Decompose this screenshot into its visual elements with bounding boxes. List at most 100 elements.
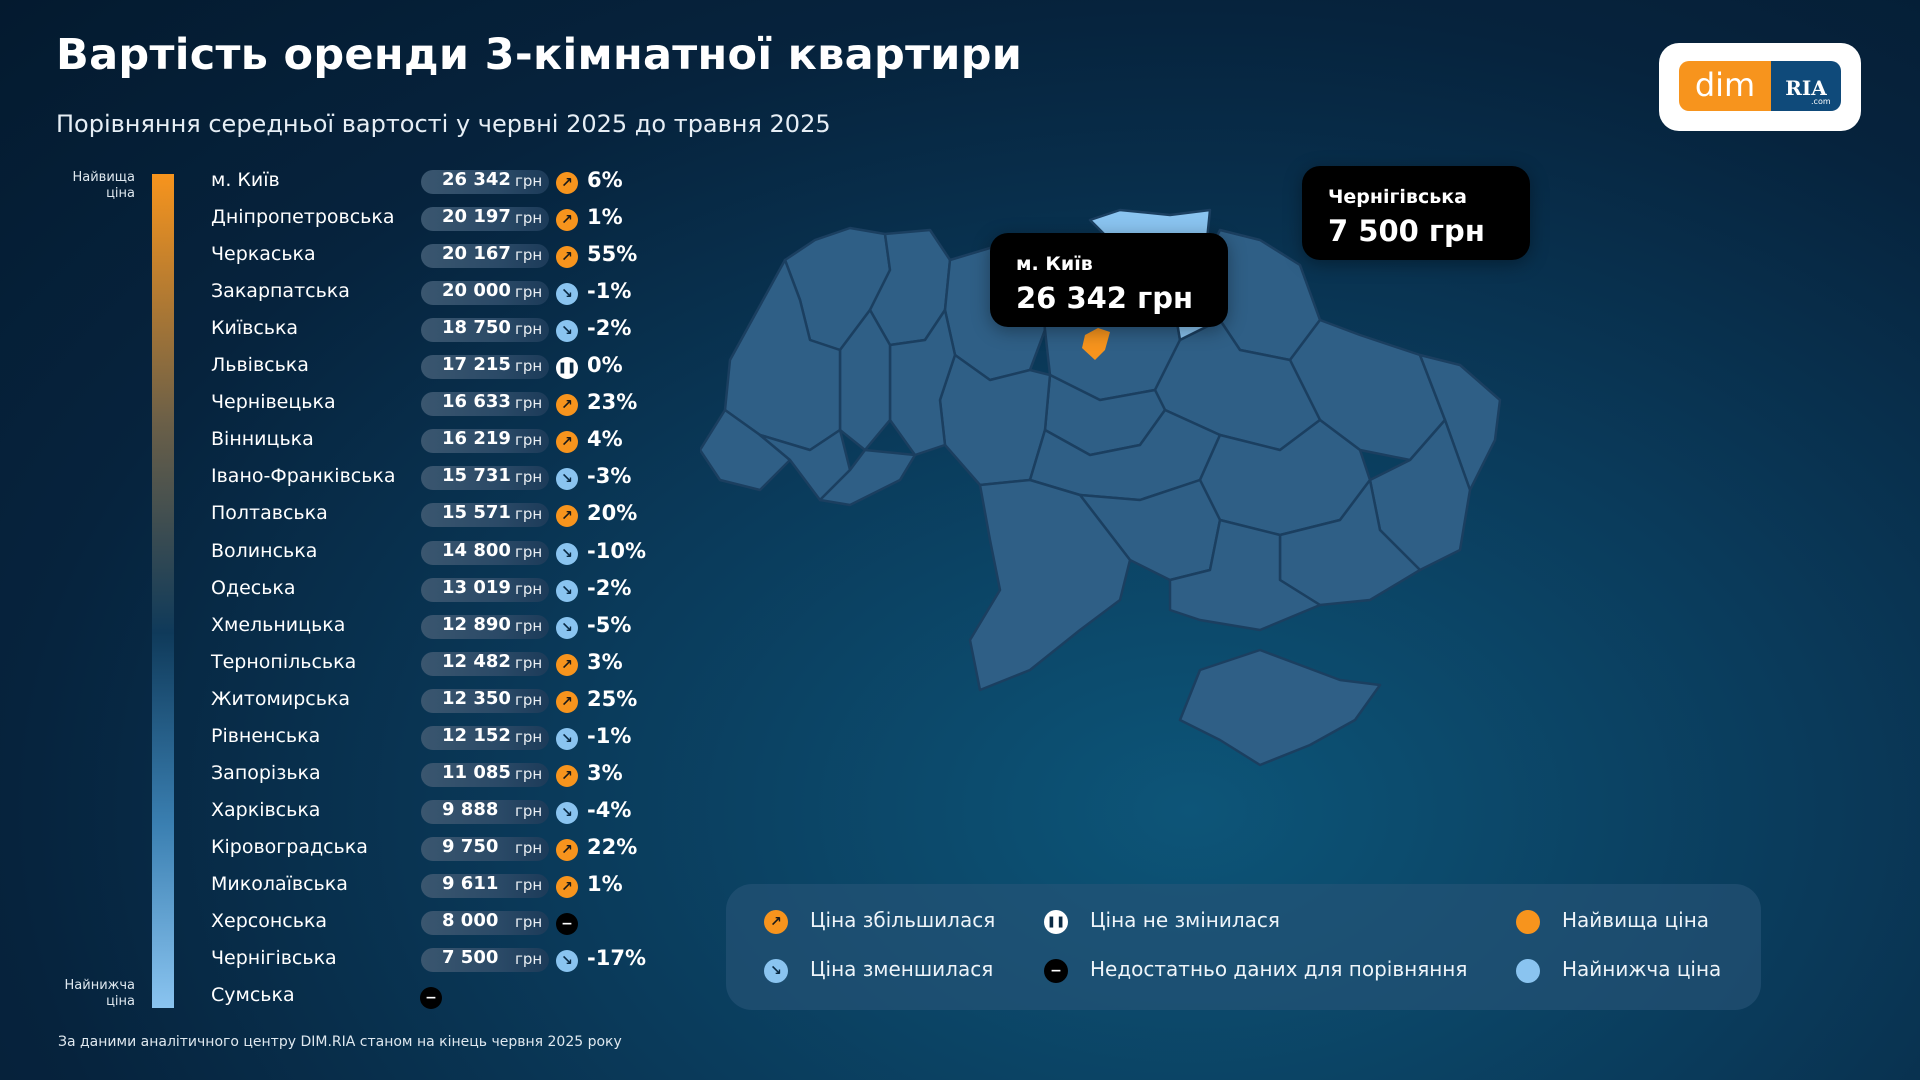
scale-bottom-label-line2: ціна xyxy=(106,994,135,1009)
price-value: 20 000 xyxy=(442,280,511,302)
minus-icon: − xyxy=(1044,959,1068,983)
region-name: Закарпатська xyxy=(211,280,350,303)
price-pill xyxy=(421,651,549,676)
price-pill xyxy=(421,355,549,380)
price-pill xyxy=(421,318,549,343)
currency-label: грн xyxy=(515,357,543,376)
currency-label: грн xyxy=(515,838,543,857)
price-value: 12 890 xyxy=(442,613,511,635)
price-pill xyxy=(421,170,549,194)
currency-label: грн xyxy=(515,764,543,783)
currency-label: грн xyxy=(515,727,543,746)
legend-decrease-label: Ціна зменшилася xyxy=(810,957,994,981)
region-name: Миколаївська xyxy=(211,872,348,895)
change-percent: 23% xyxy=(587,390,638,415)
currency-label: грн xyxy=(515,690,543,709)
arrow-up-icon: ↗ xyxy=(556,209,578,232)
pause-icon: ❚❚ xyxy=(556,357,578,380)
currency-label: грн xyxy=(515,172,543,190)
footnote: За даними аналітичного центру DIM.RIA ст… xyxy=(58,1034,622,1050)
price-value: 20 197 xyxy=(442,206,511,228)
region-name: Черкаська xyxy=(211,243,316,266)
price-pill xyxy=(421,281,549,306)
arrow-up-icon: ↗ xyxy=(556,653,578,676)
price-value: 20 167 xyxy=(442,243,511,265)
currency-label: грн xyxy=(515,246,543,265)
change-percent: -1% xyxy=(587,279,632,304)
callout-kyiv-value: 26 342 грн xyxy=(1016,281,1194,315)
arrow-up-icon: ↗ xyxy=(556,838,578,861)
change-percent: 1% xyxy=(587,871,623,896)
currency-label: грн xyxy=(515,801,543,820)
region-name: Івано-Франківська xyxy=(211,465,396,488)
region-name: Львівська xyxy=(211,354,309,377)
price-value: 14 800 xyxy=(442,539,511,561)
legend-same-label: Ціна не змінилася xyxy=(1090,908,1280,932)
price-value: 9 888 xyxy=(442,798,499,820)
currency-label: грн xyxy=(515,653,543,672)
arrow-up-icon: ↗ xyxy=(764,910,788,934)
region-name: Житомирська xyxy=(211,687,351,710)
currency-label: грн xyxy=(515,468,543,487)
price-pill xyxy=(421,799,549,824)
price-value: 15 571 xyxy=(442,502,511,524)
callout-chernihiv-value: 7 500 грн xyxy=(1328,214,1485,248)
currency-label: грн xyxy=(515,209,543,228)
currency-label: грн xyxy=(515,505,543,524)
price-pill xyxy=(421,948,549,973)
change-percent: 1% xyxy=(587,205,623,230)
change-percent: 6% xyxy=(587,168,623,192)
map-odesa xyxy=(968,478,1132,692)
arrow-down-icon: ↘ xyxy=(556,801,578,824)
arrow-down-icon: ↘ xyxy=(556,950,578,973)
currency-label: грн xyxy=(515,950,543,969)
legend-lowest-label: Найнижча ціна xyxy=(1562,957,1722,981)
price-value: 12 482 xyxy=(442,650,511,672)
logo-suffix: .com xyxy=(1811,97,1831,106)
currency-label: грн xyxy=(515,431,543,450)
price-value: 8 000 xyxy=(442,910,499,931)
arrow-up-icon: ↗ xyxy=(556,505,578,528)
price-value: 15 731 xyxy=(442,465,511,487)
change-percent: -4% xyxy=(587,797,632,822)
map-crimea xyxy=(1178,648,1382,767)
dim-ria-logo[interactable]: dim RIA .com xyxy=(1659,43,1861,131)
price-pill xyxy=(421,911,549,935)
callout-kyiv-name: м. Київ xyxy=(1016,253,1093,275)
highest-dot-icon xyxy=(1516,910,1540,934)
region-name: Хмельницька xyxy=(211,613,346,636)
region-name: Волинська xyxy=(211,539,318,562)
price-value: 11 085 xyxy=(442,761,511,783)
scale-top-label-line2: ціна xyxy=(106,186,135,201)
price-pill xyxy=(421,873,549,898)
price-pill xyxy=(421,540,549,565)
price-gradient-scale xyxy=(152,174,174,1008)
currency-label: грн xyxy=(515,320,543,339)
map-kyiv-city xyxy=(1082,328,1110,360)
legend-highest-label: Найвища ціна xyxy=(1562,908,1710,932)
region-name: Сумська xyxy=(211,984,295,1007)
region-name: Київська xyxy=(211,317,299,340)
region-name: Харківська xyxy=(211,798,321,821)
change-percent: 4% xyxy=(587,427,623,452)
change-percent: 0% xyxy=(587,353,623,378)
currency-label: грн xyxy=(515,913,543,931)
legend: ↗ Ціна збільшилася ↘ Ціна зменшилася ❚❚ … xyxy=(726,884,1761,1010)
price-pill xyxy=(421,503,549,528)
arrow-up-icon: ↗ xyxy=(556,246,578,269)
price-value: 13 019 xyxy=(442,576,511,598)
currency-label: грн xyxy=(515,579,543,598)
price-value: 17 215 xyxy=(442,354,511,376)
region-name: Запорізька xyxy=(211,761,321,784)
arrow-down-icon: ↘ xyxy=(556,320,578,343)
page-title: Вартість оренди 3-кімнатної квартири xyxy=(56,30,1023,80)
arrow-down-icon: ↘ xyxy=(556,468,578,491)
price-value: 18 750 xyxy=(442,317,511,339)
region-name: Чернівецька xyxy=(211,391,336,414)
minus-icon: − xyxy=(556,913,578,935)
price-value: 9 750 xyxy=(442,835,499,857)
price-pill xyxy=(421,207,549,232)
arrow-up-icon: ↗ xyxy=(556,690,578,713)
pause-icon: ❚❚ xyxy=(1044,910,1068,934)
region-name: Одеська xyxy=(211,576,296,599)
